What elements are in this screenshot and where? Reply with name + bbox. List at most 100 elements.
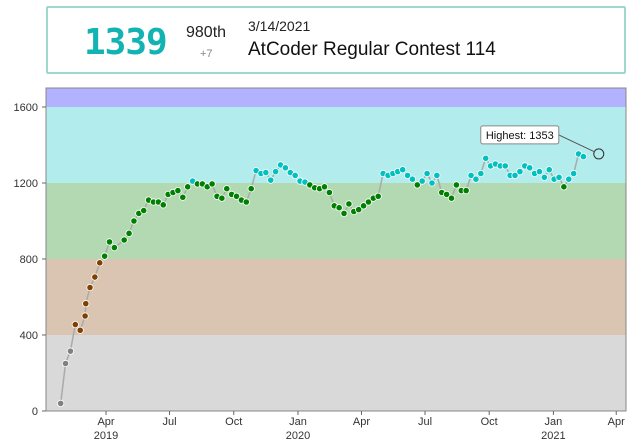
- rating-point[interactable]: [325, 188, 333, 197]
- highest-tooltip-label: Highest: 1353: [486, 130, 554, 142]
- rating-point[interactable]: [501, 162, 509, 170]
- rating-value: 1339: [84, 22, 168, 63]
- rating-point[interactable]: [125, 229, 133, 237]
- rating-point[interactable]: [433, 171, 441, 180]
- rating-point[interactable]: [218, 194, 226, 202]
- rating-point[interactable]: [281, 164, 289, 172]
- rating-point[interactable]: [159, 201, 167, 209]
- contest-info-card: 1339 980th +7 3/14/2021 AtCoder Regular …: [46, 6, 626, 74]
- x-tick-label: Jul: [418, 416, 432, 428]
- rating-point[interactable]: [86, 283, 94, 292]
- rating-point[interactable]: [184, 183, 192, 191]
- rating-point[interactable]: [232, 192, 241, 200]
- rating-point[interactable]: [110, 244, 118, 252]
- rating-point[interactable]: [267, 176, 275, 184]
- rating-point[interactable]: [82, 300, 90, 308]
- rating-point[interactable]: [408, 175, 417, 183]
- x-tick-label: Oct: [225, 416, 242, 428]
- highest-leader: [558, 134, 595, 153]
- rating-point[interactable]: [223, 185, 231, 193]
- rating-point[interactable]: [340, 209, 348, 217]
- rating-point[interactable]: [364, 198, 373, 206]
- rating-point[interactable]: [76, 326, 84, 334]
- x-tick-label: Oct: [481, 416, 498, 428]
- rating-point[interactable]: [540, 173, 548, 181]
- rating-point[interactable]: [403, 171, 412, 180]
- x-tick-label: Jul: [163, 416, 177, 428]
- rank-label: 980th: [186, 24, 227, 41]
- rating-point[interactable]: [130, 217, 138, 225]
- rating-point[interactable]: [105, 238, 114, 246]
- rating-point[interactable]: [555, 173, 563, 181]
- rating-point[interactable]: [399, 166, 407, 174]
- rating-point[interactable]: [355, 206, 363, 214]
- rating-point[interactable]: [91, 273, 99, 281]
- rating-band: [46, 335, 626, 411]
- contest-date: 3/14/2021: [248, 18, 311, 34]
- rating-point[interactable]: [345, 200, 353, 208]
- rating-point[interactable]: [291, 171, 299, 180]
- rating-point[interactable]: [511, 171, 519, 180]
- x-tick-year-label: 2020: [286, 430, 310, 441]
- x-tick-label: Jan: [545, 416, 563, 428]
- rating-point[interactable]: [526, 164, 534, 172]
- x-tick-label: Jan: [289, 416, 307, 428]
- y-tick-label: 400: [20, 330, 38, 342]
- rating-point[interactable]: [208, 180, 216, 188]
- rating-point[interactable]: [516, 168, 524, 176]
- rating-point[interactable]: [272, 168, 280, 176]
- rating-band: [46, 259, 626, 335]
- rating-point[interactable]: [413, 181, 421, 189]
- rating-point[interactable]: [57, 399, 65, 407]
- rating-point[interactable]: [570, 169, 578, 178]
- rating-point[interactable]: [428, 179, 436, 187]
- rating-point[interactable]: [359, 202, 368, 210]
- x-tick-year-label: 2019: [94, 430, 118, 441]
- rating-band: [46, 183, 626, 259]
- rating-point[interactable]: [140, 206, 148, 215]
- rating-point[interactable]: [61, 359, 70, 368]
- rating-point[interactable]: [535, 168, 544, 176]
- rating-point[interactable]: [81, 312, 89, 320]
- rating-point[interactable]: [242, 198, 250, 206]
- contest-name[interactable]: AtCoder Regular Contest 114: [248, 39, 496, 60]
- rating-point[interactable]: [452, 181, 460, 189]
- rating-point[interactable]: [101, 252, 109, 260]
- rating-point[interactable]: [477, 169, 485, 178]
- rating-point[interactable]: [374, 192, 382, 200]
- rating-point[interactable]: [247, 185, 255, 193]
- y-tick-label: 1600: [14, 102, 38, 114]
- rating-point[interactable]: [66, 347, 75, 355]
- highest-tooltip-box: [480, 125, 560, 145]
- rating-point[interactable]: [560, 183, 568, 191]
- rating-point[interactable]: [565, 175, 573, 183]
- rating-point[interactable]: [174, 187, 182, 195]
- rating-point[interactable]: [335, 204, 343, 212]
- y-tick-label: 800: [20, 254, 38, 266]
- rating-point[interactable]: [443, 190, 451, 199]
- rating-point[interactable]: [467, 171, 475, 180]
- x-tick-label: Apr: [353, 416, 370, 428]
- rating-point[interactable]: [423, 169, 431, 178]
- rating-point[interactable]: [179, 193, 187, 201]
- rating-point[interactable]: [320, 183, 329, 191]
- rating-point[interactable]: [71, 320, 79, 329]
- rating-point[interactable]: [447, 194, 456, 202]
- y-tick-label: 1200: [14, 178, 38, 190]
- x-tick-label: Apr: [97, 416, 114, 428]
- x-tick-year-label: 2021: [541, 430, 565, 441]
- rating-point[interactable]: [120, 236, 128, 244]
- rating-point[interactable]: [462, 187, 470, 195]
- rating-point[interactable]: [96, 259, 104, 267]
- plot-border: [45, 87, 627, 412]
- rating-point[interactable]: [262, 168, 270, 177]
- rating-point[interactable]: [418, 177, 426, 185]
- rating-point[interactable]: [579, 152, 588, 161]
- rating-point[interactable]: [472, 175, 480, 183]
- rating-delta: +7: [200, 48, 213, 60]
- rating-band: [46, 88, 626, 107]
- rating-point[interactable]: [482, 154, 490, 162]
- x-tick-label: Apr: [608, 416, 625, 428]
- rating-point[interactable]: [545, 166, 553, 174]
- rating-chart: 0 400 800 1200 1600 Apr 2019 Jul Oct Jan 2020 Apr Ju…: [14, 87, 627, 441]
